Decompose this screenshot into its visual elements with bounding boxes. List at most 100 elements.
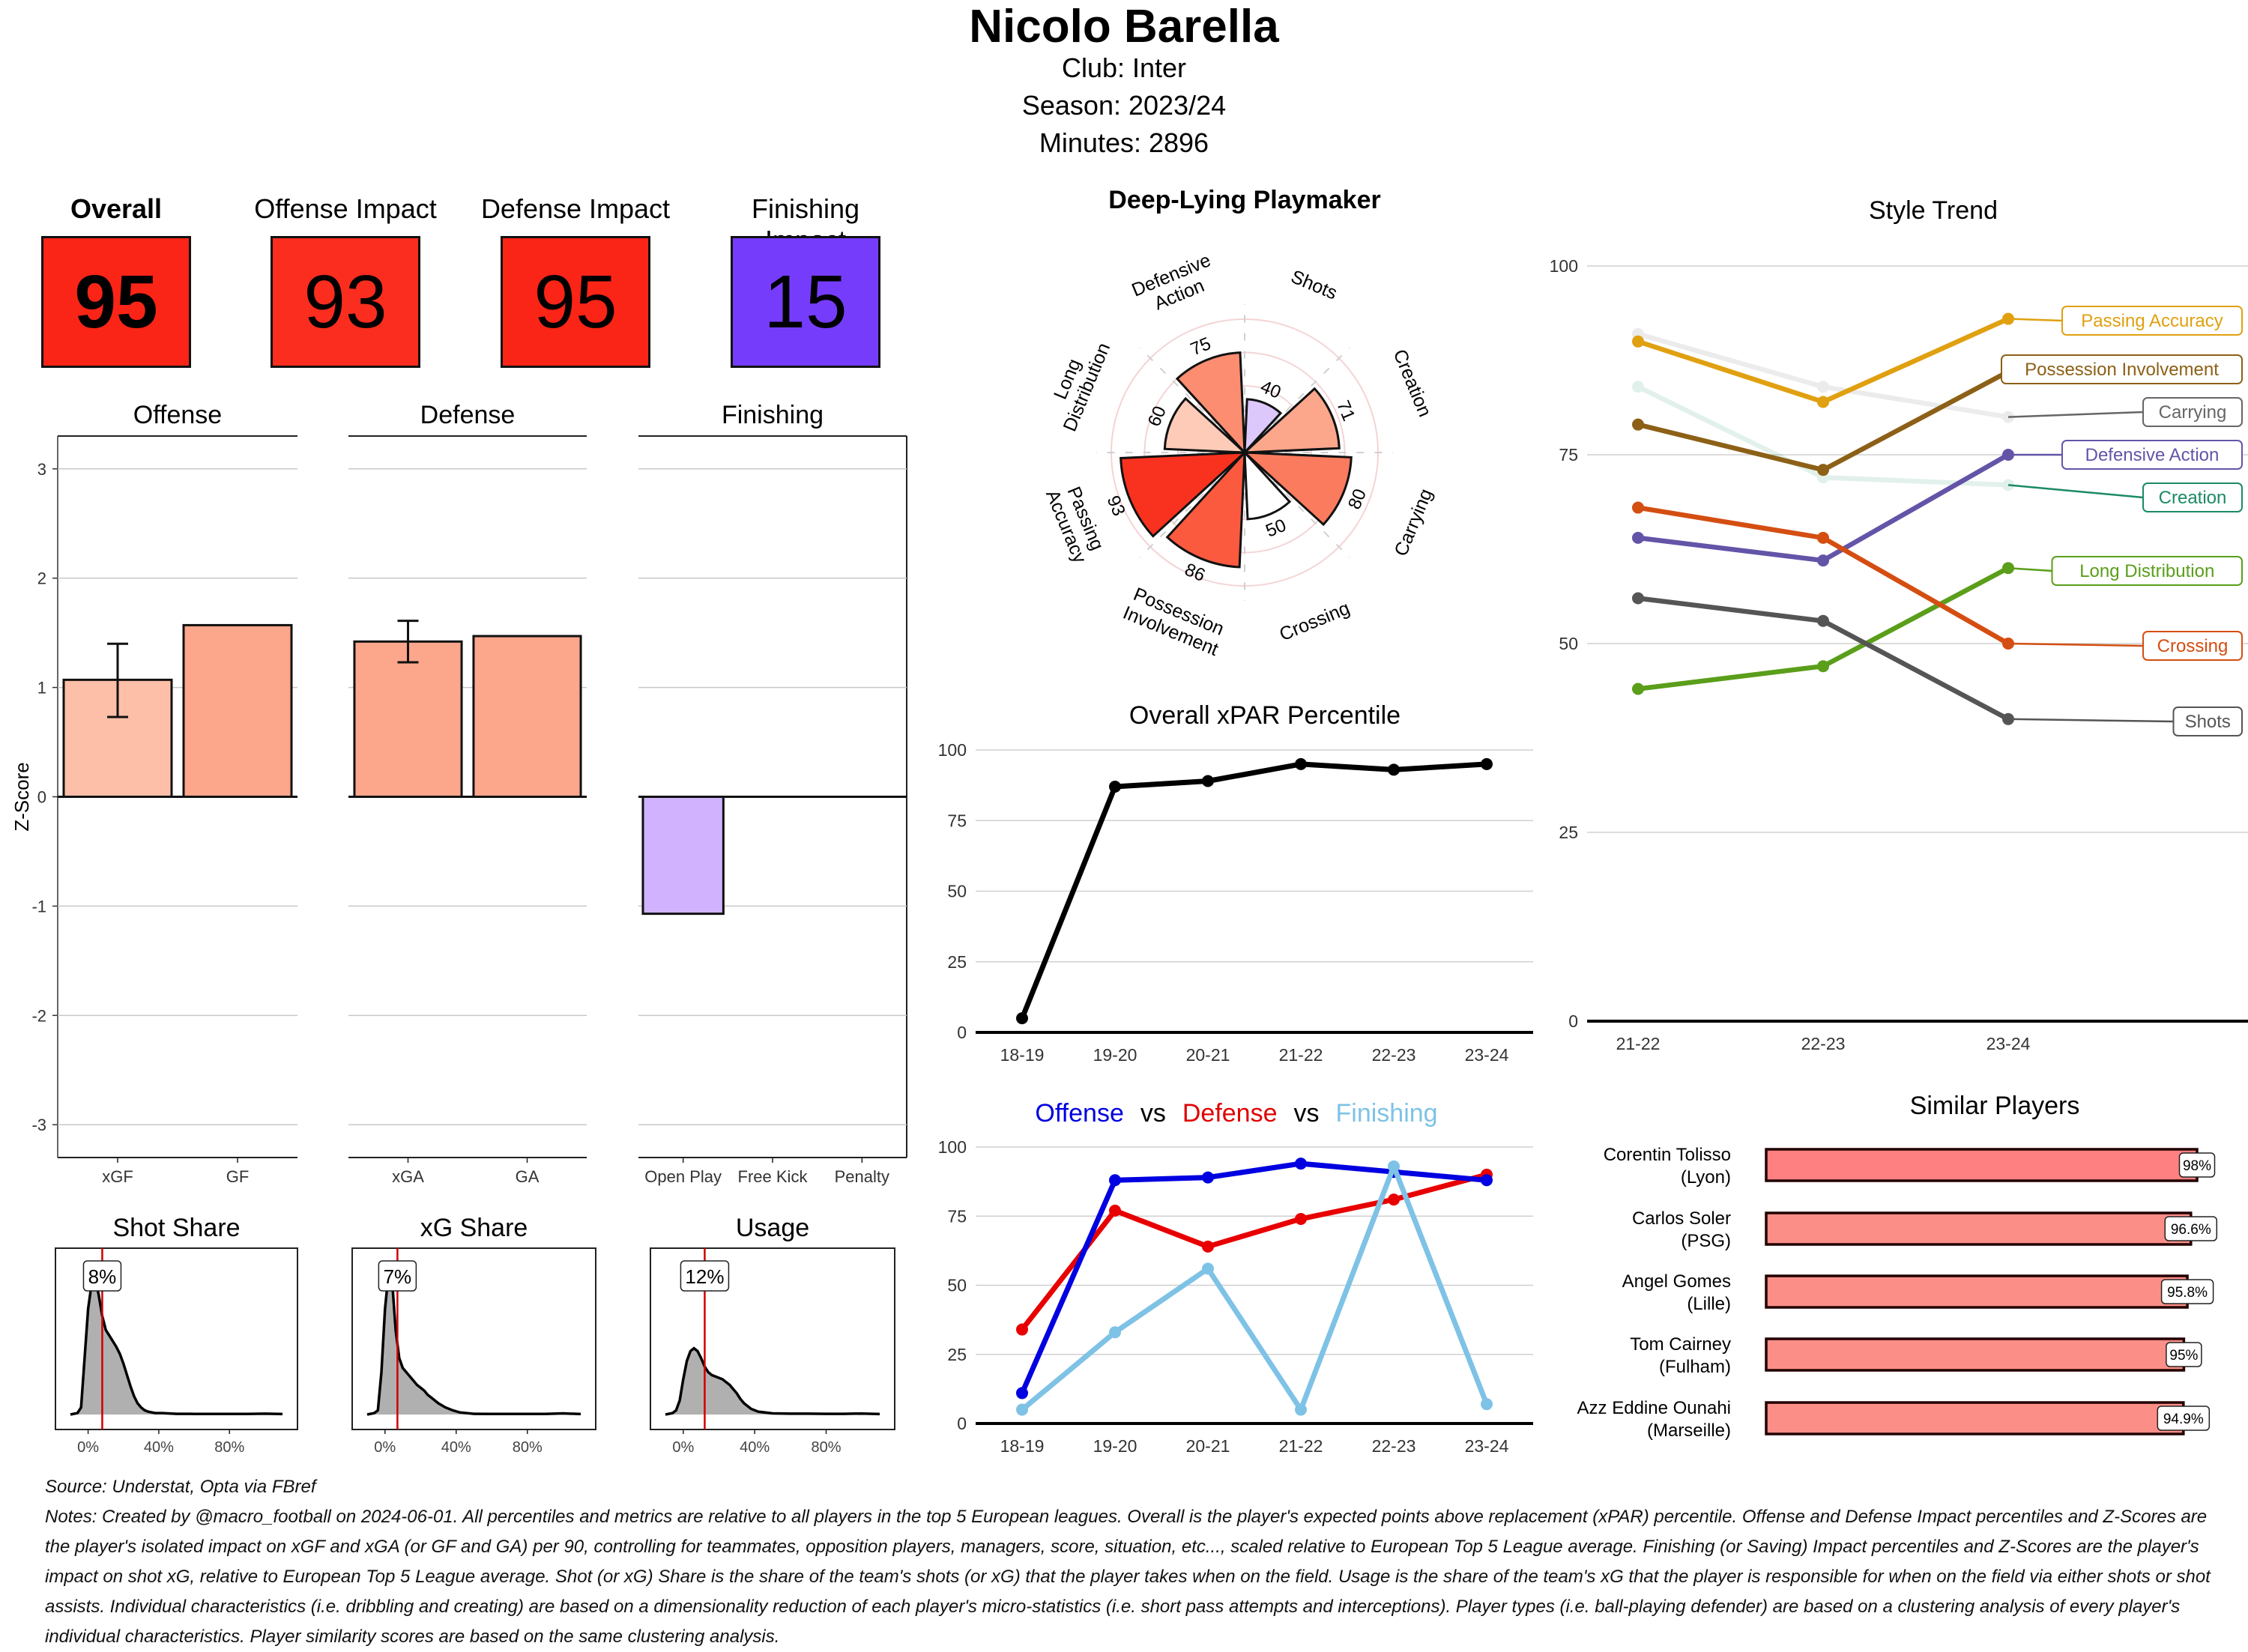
data-point <box>1295 757 1307 770</box>
y-tick-label: 0 <box>957 1414 967 1433</box>
impact-card-value: 15 <box>731 236 880 368</box>
y-tick-label: -2 <box>31 1006 46 1025</box>
similarity-label: 98% <box>2183 1158 2211 1174</box>
density-line <box>665 1346 880 1416</box>
radar-sector-carrying <box>1241 451 1353 527</box>
data-point <box>1632 381 1644 393</box>
density-area <box>367 1274 581 1415</box>
data-point <box>1202 1240 1214 1253</box>
x-tick-label: 22-23 <box>1801 1034 1846 1053</box>
x-tick-label: 23-24 <box>1465 1436 1509 1456</box>
radar-value-label: 40 <box>1257 377 1284 403</box>
label-box <box>2051 556 2243 586</box>
series-name-label: Defensive Action <box>2085 445 2220 465</box>
x-tick-label: xGF <box>102 1167 133 1186</box>
data-point <box>1016 1403 1028 1416</box>
series-end-label: Possession Involvement <box>2001 354 2243 384</box>
label-box <box>2142 482 2243 512</box>
data-point <box>1481 757 1493 770</box>
y-tick-label: 0 <box>37 788 46 807</box>
series-line <box>1637 384 2009 488</box>
radar-category-text: Carrying <box>1390 485 1436 559</box>
x-tick-label: 20-21 <box>1186 1436 1230 1456</box>
x-tick-label: Free Kick <box>738 1167 809 1186</box>
x-tick-label: 21-22 <box>1616 1034 1661 1053</box>
x-tick-label: 80% <box>811 1439 841 1456</box>
x-tick-label: 18-19 <box>1000 1045 1045 1065</box>
similarity-label-box <box>2166 1342 2202 1367</box>
data-point <box>1817 381 1829 393</box>
series-line <box>1020 1164 1490 1412</box>
radar-sector-creation <box>1241 387 1341 454</box>
panel-title: xG Share <box>420 1214 528 1242</box>
value-label: 8% <box>88 1265 117 1288</box>
series-passing-accuracy <box>1632 312 2014 408</box>
series-finishing <box>1016 1160 1493 1416</box>
series-end-label: Creation <box>2007 482 2243 512</box>
data-point <box>1632 418 1644 431</box>
value-label: 12% <box>685 1265 724 1288</box>
label-box <box>2172 707 2243 736</box>
series-name-label: Passing Accuracy <box>2081 311 2223 331</box>
season-line: Season: 2023/24 <box>1021 90 1227 121</box>
title-part: Finishing <box>1336 1099 1438 1128</box>
chart-title: Style Trend <box>1869 196 1998 225</box>
y-tick-label: 75 <box>947 811 967 830</box>
data-point <box>1632 683 1644 695</box>
player-name-label: Corentin Tolisso <box>1604 1145 1731 1165</box>
zscore-chart: Z-Score 3 2 1 0 -1 -2 -3 Offense xGF GF Defense xGA G… <box>10 401 907 1186</box>
data-point <box>1632 531 1644 544</box>
facet-title: Finishing <box>722 401 824 429</box>
player-club-label: (Lyon) <box>1681 1167 1731 1187</box>
y-tick-label: 100 <box>938 1137 967 1157</box>
similarity-bar <box>1765 1211 2193 1246</box>
impact-card-label: Overall <box>70 193 163 224</box>
x-tick-label: 22-23 <box>1372 1436 1416 1456</box>
club-line: Club: Inter <box>1061 52 1187 83</box>
radial-gridline <box>1210 418 1279 487</box>
y-tick-label: -3 <box>31 1116 46 1134</box>
series-name-label: Possession Involvement <box>2025 360 2219 380</box>
series-name-label: Long Distribution <box>2079 561 2214 581</box>
series-end-label: Defensive Action <box>2008 440 2243 470</box>
label-leader-line <box>2007 642 2144 647</box>
series-line <box>1019 1161 1487 1394</box>
bar-xga <box>353 640 463 798</box>
data-point <box>1109 1326 1121 1339</box>
radar-category-text: Crossing <box>1276 598 1353 646</box>
label-leader-line <box>2007 718 2174 723</box>
data-point <box>1016 1387 1028 1400</box>
chart-title: Overall xPAR Percentile <box>1129 701 1401 730</box>
x-tick-label: 40% <box>441 1439 471 1456</box>
similarity-bar <box>1765 1148 2199 1182</box>
label-leader-line <box>2007 318 2063 322</box>
label-box <box>2142 397 2243 427</box>
similarity-bar <box>1765 1401 2185 1435</box>
player-name: Nicolo Barella <box>969 1 1279 52</box>
similarity-label-box <box>2164 1216 2218 1241</box>
radar-category-text: Creation <box>1389 346 1436 420</box>
series-defense <box>1016 1168 1493 1336</box>
impact-card-value: 95 <box>501 236 650 368</box>
y-tick-label: 75 <box>1559 445 1578 465</box>
label-box <box>2001 354 2243 384</box>
label-leader-line <box>2007 566 2052 572</box>
offense-defense-finishing-chart: Offense vs Defense vs Finishing 0 25 50 75 100 18-… <box>938 1099 1533 1456</box>
data-point <box>1481 1398 1493 1411</box>
label-leader-line <box>2007 484 2144 499</box>
data-point <box>1632 592 1644 605</box>
facet-defense: Defense xGA GA <box>348 401 587 1186</box>
radar-sector-shots <box>1243 398 1283 456</box>
y-tick-label: 0 <box>957 1023 967 1042</box>
series-end-label: Shots <box>2007 707 2243 736</box>
value-label-box <box>680 1260 730 1292</box>
share-panel-usage: Usage 12% 0% 40% 80% <box>650 1214 895 1456</box>
bar-open-play <box>641 796 725 916</box>
share-panel-xg-share: xG Share 7% 0% 40% 80% <box>351 1214 596 1456</box>
data-point <box>1295 1212 1307 1225</box>
x-tick-label: 80% <box>214 1439 244 1456</box>
bar-ga <box>472 635 582 798</box>
